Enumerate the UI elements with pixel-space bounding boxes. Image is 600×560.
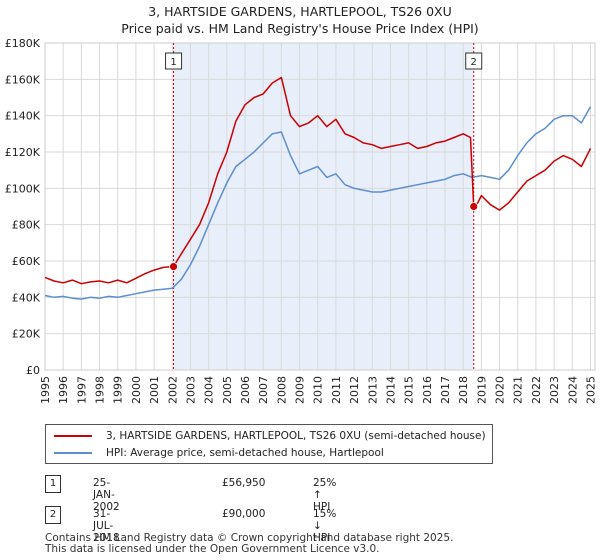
x-tick-label: 2017 [439,376,452,404]
chart-title: 3, HARTSIDE GARDENS, HARTLEPOOL, TS26 0X… [148,4,452,19]
legend-property-label: 3, HARTSIDE GARDENS, HARTLEPOOL, TS26 0X… [106,430,486,442]
x-tick-label: 1999 [112,376,125,404]
y-tick-label: £140K [5,110,41,123]
x-tick-label: 2023 [548,376,561,404]
x-tick-label: 1998 [94,376,107,404]
x-tick-label: 2018 [457,376,470,404]
sale-date: 25-JAN-2002 [93,477,120,513]
sale-date: 31-JUL-2018 [93,508,120,544]
x-tick-label: 1995 [39,376,52,404]
x-tick-label: 2003 [184,376,197,404]
sale-price: £56,950 [222,477,266,489]
x-tick-label: 2010 [312,376,325,404]
property-price-line [44,76,592,285]
footer-copyright: Contains HM Land Registry data © Crown c… [45,532,454,544]
x-tick-label: 2007 [257,376,270,404]
x-tick-label: 2013 [366,376,379,404]
y-tick-label: £180K [5,37,41,50]
sale-price: £90,000 [222,508,266,520]
sale-marker-badge [165,52,183,70]
y-tick-label: £20K [12,328,41,341]
x-tick-label: 2000 [130,376,143,404]
y-tick-label: £100K [5,182,41,195]
sale-hpi-change: 15% ↓ HPI [313,508,337,544]
sale-point [169,262,178,271]
chart-subtitle: Price paid vs. HM Land Registry's House … [121,21,479,36]
x-tick-label: 2020 [494,376,507,404]
x-tick-label: 2002 [166,376,179,404]
x-tick-label: 2016 [421,376,434,404]
x-tick-label: 2022 [530,376,543,404]
legend: 3, HARTSIDE GARDENS, HARTLEPOOL, TS26 0X… [45,424,493,464]
x-tick-label: 2001 [148,376,161,404]
hpi-line [44,106,592,300]
y-tick-label: £40K [12,291,41,304]
sale-point [469,202,479,211]
property-line-swatch [54,435,92,437]
x-tick-label: 2006 [239,376,252,404]
y-tick-label: £80K [12,219,41,232]
x-tick-label: 2024 [566,376,579,404]
x-tick-label: 2025 [584,376,597,404]
x-tick-label: 2005 [221,376,234,404]
x-tick-label: 2009 [294,376,307,404]
hpi-line-swatch [54,452,92,454]
x-tick-label: 2014 [384,376,397,404]
x-tick-label: 2015 [403,376,416,404]
x-tick-label: 2004 [203,376,216,404]
sale-marker-badge [465,52,483,70]
sale-badge: 1 [45,475,61,493]
footer-licence: This data is licensed under the Open Gov… [45,543,380,555]
sale-badge: 2 [45,506,61,524]
legend-item-property: 3, HARTSIDE GARDENS, HARTLEPOOL, TS26 0X… [54,428,486,444]
legend-item-hpi: HPI: Average price, semi-detached house,… [54,445,384,461]
x-tick-label: 2011 [330,376,343,404]
sale-marker-label: 1 [170,57,176,68]
y-tick-label: £0 [26,364,40,377]
sale-marker-label: 2 [471,57,477,68]
plot-border [44,42,596,371]
x-tick-label: 1997 [75,376,88,404]
y-tick-label: £120K [5,146,41,159]
x-tick-label: 2008 [275,376,288,404]
x-tick-label: 2019 [475,376,488,404]
ownership-shade [173,43,474,370]
sale-hpi-change: 25% ↑ HPI [313,477,337,513]
legend-hpi-label: HPI: Average price, semi-detached house,… [106,447,384,459]
price-chart: £0 £20K £40K £60K £80K £100K £120K £140K £160K £1… [5,37,598,404]
y-tick-label: £60K [12,255,41,268]
x-tick-label: 2012 [348,376,361,404]
y-tick-label: £160K [5,73,41,86]
x-tick-label: 1996 [57,376,70,404]
x-tick-label: 2021 [512,376,525,404]
